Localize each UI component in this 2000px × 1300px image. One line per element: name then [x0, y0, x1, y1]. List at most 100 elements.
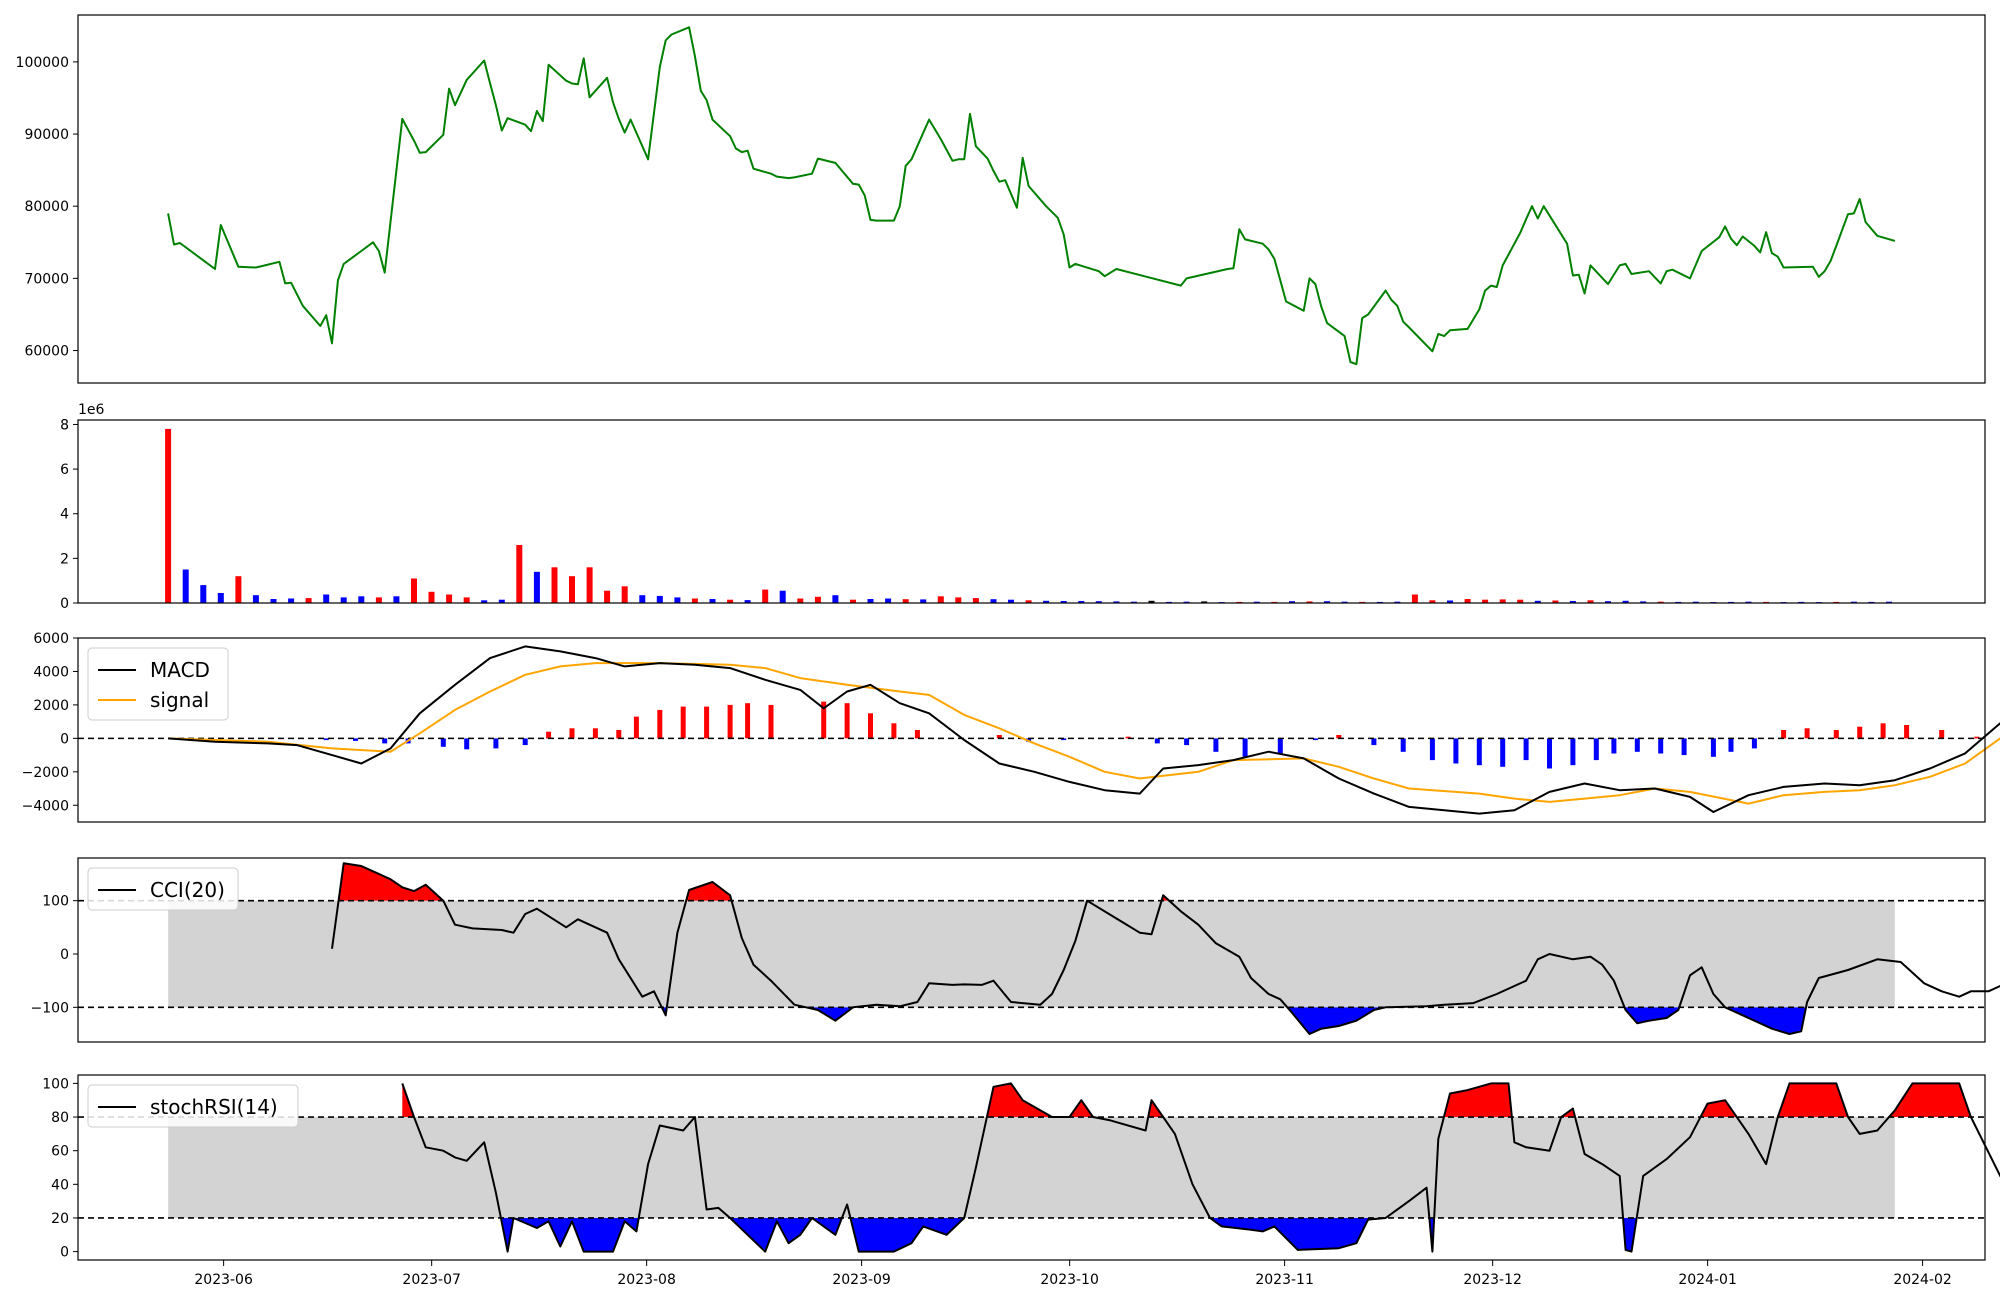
volume-bar [674, 597, 681, 603]
macd-histogram-bar [1939, 730, 1945, 739]
stochrsi-legend-label: stochRSI(14) [150, 1095, 278, 1119]
cci-legend-box [87, 867, 239, 911]
volume-bar [1095, 601, 1102, 603]
xtick-label: 2023-08 [617, 1272, 676, 1288]
macd-legend-label: MACD [150, 658, 210, 682]
volume-bar [779, 590, 786, 603]
volume-bar [288, 598, 295, 603]
macd-histogram-bar [569, 728, 575, 739]
cci-oversold-fill [806, 1007, 853, 1021]
macd-histogram-bar [914, 730, 920, 739]
volume-bar [1605, 601, 1611, 603]
macd-histogram-bar [493, 738, 499, 749]
volume-bar [375, 597, 382, 603]
macd-histogram-bar [1061, 738, 1067, 741]
volume-bar [270, 599, 277, 603]
stochrsi-oversold-fill [1623, 1217, 1637, 1252]
macd-histogram-bar [1336, 735, 1342, 739]
volume-bar [937, 596, 944, 603]
volume-bar [1324, 601, 1331, 603]
volume-bar [1745, 601, 1752, 603]
volume-bar [1008, 599, 1014, 603]
cci-legend-label: CCI(20) [150, 878, 225, 902]
macd-histogram-bar [727, 704, 733, 739]
stochrsi-frame [77, 1074, 1986, 1261]
price-ytick-label: 60000 [24, 344, 69, 360]
macd-histogram-bar [1400, 738, 1406, 752]
price-ytick-label: 70000 [24, 271, 69, 287]
cci-ytick-label: 100 [42, 894, 69, 910]
stochrsi-ytick-label: 80 [51, 1110, 69, 1126]
macd-ytick-label: 2000 [33, 698, 69, 714]
stochrsi-oversold-fill [513, 1217, 639, 1252]
macd-histogram-bar [592, 728, 598, 739]
cci-overbought-fill [686, 882, 732, 901]
macd-legend-box [87, 647, 229, 721]
volume-bar [1657, 601, 1664, 603]
volume-bar [1587, 600, 1594, 603]
xtick-label: 2023-09 [832, 1272, 891, 1288]
macd-ytick-label: 4000 [33, 664, 69, 680]
macd-histogram-bar [1880, 723, 1886, 739]
price-ytick-label: 100000 [16, 55, 69, 71]
macd-histogram-bar [1371, 738, 1377, 746]
macd-histogram-bar [1523, 738, 1529, 761]
volume-bar [1429, 600, 1436, 603]
volume-bar [498, 599, 505, 603]
macd-histogram-bar [1125, 736, 1131, 739]
cci-oversold-fill [1287, 1007, 1386, 1034]
stochrsi-overbought-fill [1888, 1083, 1971, 1118]
volume-bar [428, 591, 435, 603]
volume-bar [955, 597, 962, 603]
macd-histogram-bar [1681, 738, 1687, 756]
xtick-label: 2023-10 [1040, 1272, 1099, 1288]
macd-legend-label: signal [150, 688, 209, 712]
volume-bar [1622, 600, 1629, 603]
macd-histogram-bar [844, 703, 850, 739]
volume-bar [463, 597, 470, 603]
macd-histogram-bar [768, 704, 774, 739]
macd-histogram-bar [1833, 730, 1839, 739]
macd-histogram-bar [1213, 738, 1219, 752]
volume-bar [323, 594, 330, 603]
volume-bar [1464, 599, 1471, 603]
macd-histogram-bar [1547, 738, 1552, 769]
volume-bar [340, 597, 347, 603]
volume-bar [1394, 601, 1401, 603]
stochrsi-overbought-fill [1069, 1100, 1093, 1118]
macd-histogram-bar [1804, 728, 1810, 739]
cci-line [331, 862, 2000, 1035]
volume-bar [920, 599, 927, 603]
volume-bar [358, 596, 365, 603]
macd-ytick-label: 0 [60, 731, 69, 747]
macd-histogram-bar [1611, 738, 1617, 754]
cci-oversold-fill [1624, 1007, 1680, 1024]
volume-bar [446, 594, 453, 603]
price-panel: 60000 70000 80000 90000 100000 [16, 14, 1986, 384]
macd-line [168, 645, 2000, 815]
price-line [167, 26, 1896, 366]
volume-bar [1060, 601, 1067, 603]
volume-bar [586, 567, 593, 603]
volume-ytick-label: 4 [60, 507, 69, 523]
volume-bar [867, 599, 874, 603]
volume-bar [691, 598, 698, 603]
macd-histogram-bar [868, 713, 873, 739]
volume-frame [77, 419, 1986, 604]
macd-histogram-bar [616, 730, 622, 739]
macd-histogram-bar [382, 738, 388, 744]
volume-bar [411, 578, 417, 603]
stochrsi-line [401, 1082, 2000, 1253]
cci-frame [77, 857, 1986, 1043]
volume-bar [1341, 601, 1348, 603]
volume-bar [709, 599, 716, 603]
macd-histogram-bar [1857, 726, 1863, 739]
volume-bar [1534, 600, 1541, 603]
volume-bar [1130, 601, 1137, 603]
macd-histogram-bar [633, 716, 639, 739]
stochrsi-band [168, 1117, 1895, 1218]
macd-histogram-bar [546, 731, 552, 739]
volume-panel: 0 2 4 6 8 1e6 [60, 402, 1986, 612]
volume-bar [797, 598, 804, 603]
